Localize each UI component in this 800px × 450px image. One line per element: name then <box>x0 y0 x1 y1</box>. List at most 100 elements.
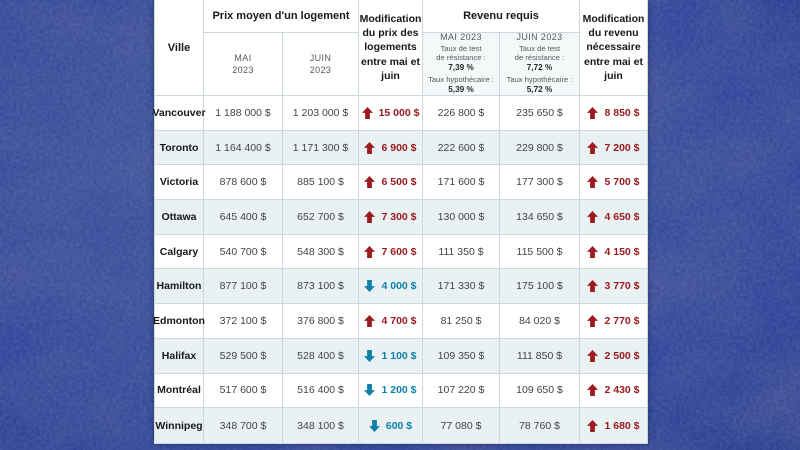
table-header: Ville Prix moyen d'un logement MAI 2023 … <box>155 0 647 96</box>
income-june-subheader: JUIN 2023 Taux de test de résistance : 7… <box>500 31 580 96</box>
price-may-cell: 877 100 $ <box>204 269 283 305</box>
change-value: 6 500 $ <box>381 176 417 189</box>
price-may-cell: 540 700 $ <box>204 234 283 270</box>
income-june-month: JUIN 2023 <box>516 31 563 42</box>
up-arrow-icon <box>587 384 599 397</box>
down-arrow-icon <box>364 280 376 293</box>
change-value: 4 150 $ <box>604 245 640 258</box>
change-value: 5 700 $ <box>604 176 640 189</box>
city-cell: Victoria <box>155 165 204 201</box>
change-value: 2 430 $ <box>604 384 640 397</box>
price-june-cell: 348 100 $ <box>283 408 359 443</box>
income-june-cell: 177 300 $ <box>500 165 580 201</box>
income-change-cell: 4 150 $ <box>580 235 647 270</box>
price-june-line1: JUIN <box>309 52 332 63</box>
price-group-header: Prix moyen d'un logement <box>204 0 359 33</box>
table-row: Halifax 529 500 $528 400 $ 1 100 $ 109 350 … <box>155 338 647 374</box>
up-arrow-icon <box>361 106 373 119</box>
income-may-cell: 226 800 $ <box>423 96 500 131</box>
price-change-cell: 1 100 $ <box>359 338 423 374</box>
up-arrow-icon <box>364 245 376 258</box>
price-change-cell: 6 500 $ <box>359 165 423 201</box>
table-row: Ottawa 645 400 $652 700 $ 7 300 $ 130 000 $… <box>155 200 647 235</box>
income-may-cell: 81 250 $ <box>423 304 500 339</box>
up-arrow-icon <box>364 176 376 189</box>
up-arrow-icon <box>587 176 599 189</box>
city-cell: Toronto <box>155 130 204 166</box>
down-arrow-icon <box>364 384 376 397</box>
stress-test-value: 7,72 % <box>526 62 553 72</box>
table-row: Winnipeg 348 700 $348 100 $ 600 $ 77 080 $7… <box>155 408 647 443</box>
city-cell: Ottawa <box>155 200 204 235</box>
price-change-cell: 1 200 $ <box>359 373 423 409</box>
up-arrow-icon <box>587 106 599 119</box>
price-may-cell: 1 164 400 $ <box>204 130 283 166</box>
mortgage-rate-label: Taux hypothécaire : <box>428 75 494 85</box>
up-arrow-icon <box>587 349 599 362</box>
mortgage-rate-label: Taux hypothécaire : <box>506 75 573 85</box>
city-cell: Calgary <box>155 234 204 270</box>
income-june-cell: 229 800 $ <box>500 130 580 166</box>
mortgage-rate-value: 5,72 % <box>526 84 553 94</box>
price-may-cell: 1 188 000 $ <box>204 96 283 131</box>
price-may-cell: 517 600 $ <box>204 373 283 409</box>
income-change-header: Modification du revenu nécessaire entre … <box>580 0 647 96</box>
down-arrow-icon <box>364 349 376 362</box>
stress-test-label: Taux de test <box>519 43 560 53</box>
up-arrow-icon <box>587 280 599 293</box>
change-value: 1 100 $ <box>381 349 417 362</box>
change-value: 2 770 $ <box>604 314 640 327</box>
up-arrow-icon <box>587 245 599 258</box>
table-row: Calgary 540 700 $548 300 $ 7 600 $ 111 350 … <box>155 234 647 270</box>
income-change-cell: 7 200 $ <box>580 131 647 166</box>
housing-data-table: Ville Prix moyen d'un logement MAI 2023 … <box>152 0 648 444</box>
price-change-cell: 7 600 $ <box>359 234 423 270</box>
price-may-cell: 372 100 $ <box>204 304 283 339</box>
up-arrow-icon <box>587 419 599 432</box>
income-june-cell: 109 650 $ <box>500 373 580 409</box>
change-value: 7 300 $ <box>381 210 417 223</box>
income-change-cell: 8 850 $ <box>580 96 647 131</box>
up-arrow-icon <box>364 210 376 223</box>
table-row: Edmonton 372 100 $376 800 $ 4 700 $ 81 250 … <box>153 304 647 339</box>
stress-test-label2: de résistance : <box>436 53 486 63</box>
income-may-cell: 109 350 $ <box>423 338 500 374</box>
down-arrow-icon <box>368 419 380 432</box>
income-june-cell: 134 650 $ <box>500 200 580 235</box>
income-june-cell: 235 650 $ <box>500 96 580 131</box>
price-june-cell: 1 171 300 $ <box>283 130 359 166</box>
up-arrow-icon <box>587 141 599 154</box>
income-may-cell: 111 350 $ <box>423 234 500 270</box>
table-row: Victoria 878 600 $885 100 $ 6 500 $ 171 600… <box>155 165 647 201</box>
table-row: Toronto 1 164 400 $1 171 300 $ 6 900 $ 222 … <box>155 130 647 166</box>
price-may-cell: 878 600 $ <box>204 165 283 201</box>
price-june-subheader: JUIN 2023 <box>283 33 359 96</box>
city-cell: Winnipeg <box>155 408 204 443</box>
income-may-cell: 130 000 $ <box>423 200 500 235</box>
price-june-cell: 652 700 $ <box>283 200 359 235</box>
income-change-cell: 4 650 $ <box>580 200 647 235</box>
income-change-cell: 1 680 $ <box>580 408 647 443</box>
price-june-cell: 873 100 $ <box>283 269 359 305</box>
income-may-cell: 171 330 $ <box>423 269 500 305</box>
change-value: 6 900 $ <box>381 141 417 154</box>
change-value: 4 000 $ <box>381 280 417 293</box>
change-value: 3 770 $ <box>604 280 640 293</box>
change-value: 8 850 $ <box>604 106 640 119</box>
price-change-cell: 600 $ <box>359 408 423 443</box>
table-row: Vancouver 1 188 000 $1 203 000 $15 000 $2… <box>152 96 647 131</box>
price-change-cell: 4 700 $ <box>359 304 423 339</box>
up-arrow-icon <box>364 315 376 327</box>
price-june-cell: 528 400 $ <box>283 338 359 374</box>
stress-test-label2: de résistance : <box>514 53 565 63</box>
change-value: 1 680 $ <box>604 419 640 432</box>
price-change-cell: 15 000 $ <box>359 96 423 131</box>
income-may-subheader: MAI 2023 Taux de test de résistance : 7,… <box>423 32 500 96</box>
income-may-cell: 171 600 $ <box>423 165 500 201</box>
income-change-cell: 2 500 $ <box>580 339 647 374</box>
table-body: Vancouver 1 188 000 $1 203 000 $15 000 $2… <box>152 96 647 443</box>
change-value: 15 000 $ <box>378 106 420 119</box>
table-row: Hamilton 877 100 $873 100 $ 4 000 $ 171 330… <box>155 269 647 305</box>
income-june-cell: 115 500 $ <box>500 234 580 270</box>
